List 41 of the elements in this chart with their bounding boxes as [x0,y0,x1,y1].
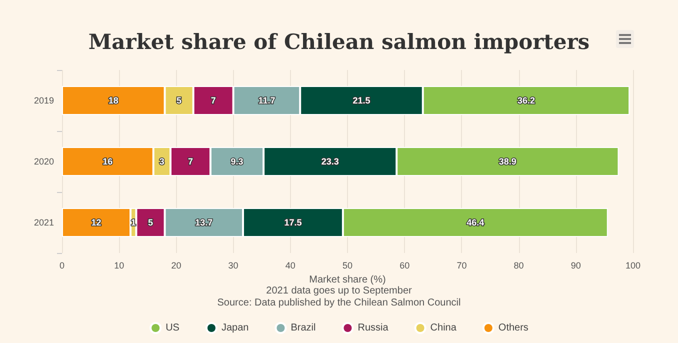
data-label: 17.5 [284,218,302,228]
data-label: 5 [176,96,182,106]
x-tick-label: 80 [514,260,524,270]
chart-title: Market share of Chilean salmon importers [88,29,590,54]
data-label: 36.2 [517,96,535,106]
data-label: 3 [159,156,164,166]
legend-label: Others [498,322,528,334]
data-label: 11.7 [258,96,276,106]
x-tick-label: 100 [625,260,641,270]
x-tick-label: 40 [285,260,296,270]
x-tick-label: 90 [570,260,581,270]
x-tick-label: 20 [171,260,182,270]
data-label: 23.3 [321,156,339,166]
data-label: 5 [148,218,154,228]
x-axis-title: Market share (%) [309,274,386,286]
text: 2021 data goes up to September [266,286,412,296]
data-label: 9.3 [230,156,244,166]
legend-label: Japan [221,322,249,334]
data-label: 21.5 [352,96,370,106]
legend-label: US [166,322,180,334]
y-tick-label: 2019 [34,96,54,106]
x-tick-label: 70 [456,260,467,270]
y-tick-label: 2020 [34,156,54,166]
source-note: Source: Data published by the Chilean Salmon Council [217,298,461,308]
x-tick-label: 10 [114,260,124,270]
x-tick-label: 60 [400,260,410,270]
data-label: 38.9 [498,156,516,166]
x-tick-label: 0 [59,260,65,270]
data-label: 7 [210,96,216,106]
x-tick-label: 30 [228,260,238,270]
y-tick-label: 2021 [34,218,54,228]
legend-label: Brazil [290,322,316,334]
legend-label: China [430,322,457,334]
data-label: 13.7 [195,218,213,228]
data-label: 18 [108,96,118,106]
x-tick-label: 50 [342,260,353,270]
data-label: 12 [91,218,102,228]
legend-label: Russia [358,322,389,334]
data-label: 7 [188,156,193,166]
data-label: 46.4 [466,218,484,228]
data-label: 16 [102,156,113,166]
